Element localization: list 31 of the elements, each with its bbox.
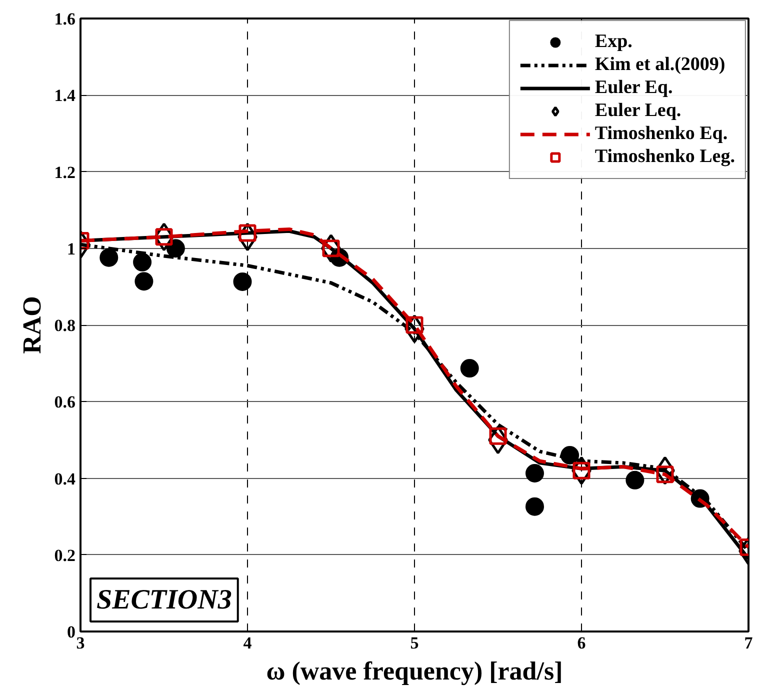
y-tick-label: 1.2 [54, 162, 76, 182]
x-tick-label: 4 [243, 634, 252, 652]
annotation: SECTION3 [96, 584, 232, 616]
legend-label: Euler Leq. [594, 100, 682, 122]
point [460, 359, 479, 378]
x-tick-label: 6 [577, 634, 586, 652]
x-axis-title: ω (wave frequency) [rad/s] [266, 656, 563, 686]
legend-label: Exp. [594, 31, 632, 53]
legend-label: Euler Eq. [594, 77, 673, 99]
legend-label: Kim et al.(2009) [594, 54, 726, 76]
y-tick-label: 1.4 [54, 86, 76, 106]
y-tick-label: 1.6 [54, 10, 76, 28]
y-tick-label: 0 [67, 622, 76, 642]
x-tick-label: 5 [410, 634, 419, 652]
y-axis-title: RAO [17, 296, 46, 354]
point [233, 272, 252, 291]
y-tick-label: 0.2 [54, 546, 76, 565]
x-tick-label: 3 [76, 634, 85, 652]
legend-label: Timoshenko Eq. [594, 123, 728, 145]
point [626, 470, 644, 490]
point [133, 252, 152, 272]
y-tick-label: 0.8 [54, 316, 76, 335]
y-tick-label: 1 [67, 239, 76, 258]
x-tick-label: 7 [744, 634, 754, 652]
y-tick-label: 0.6 [54, 392, 76, 412]
point [134, 272, 154, 291]
legend-label: Timoshenko Leg. [594, 146, 735, 168]
point [100, 248, 118, 267]
y-tick-label: 0.4 [54, 469, 76, 488]
point [525, 497, 544, 516]
point [525, 464, 544, 483]
